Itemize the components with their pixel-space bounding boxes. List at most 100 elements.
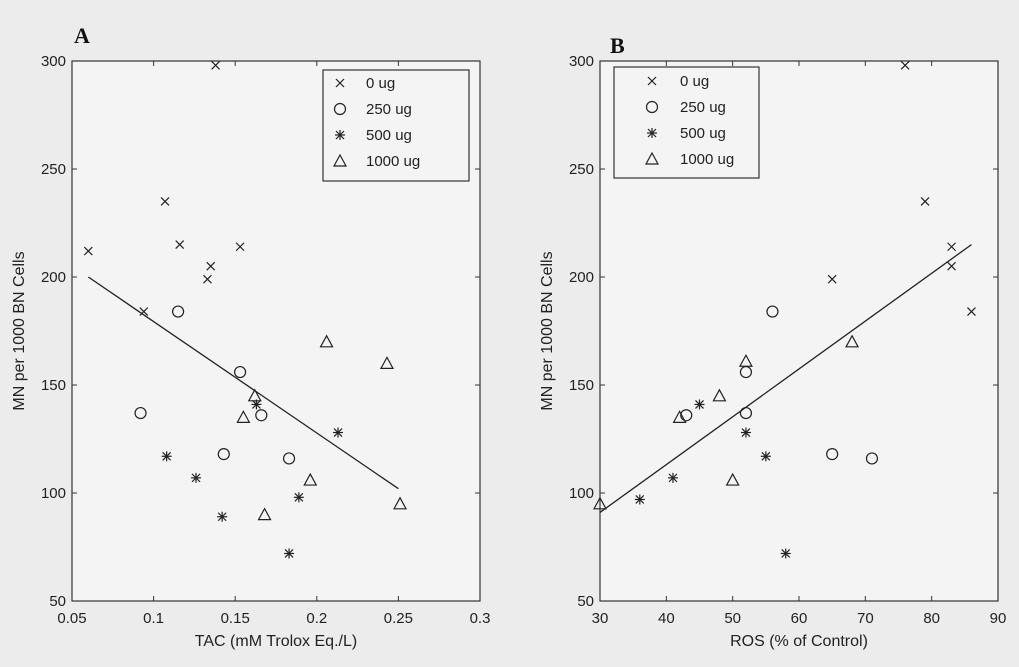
panel-a-point-triangle-shape	[379, 356, 394, 369]
panel-a-point-circle-shape	[217, 448, 230, 461]
panel-b-point-triangle	[725, 472, 740, 486]
panel-a-points	[83, 60, 408, 559]
panel-a-point-circle-shape	[282, 452, 296, 465]
panel-b-point-circle	[680, 409, 693, 422]
panel-b-point-circle	[865, 452, 879, 465]
panel-b-fit-line	[599, 244, 972, 513]
panel-a-point-x-stroke	[235, 242, 245, 252]
panel-a-point-x-stroke	[211, 60, 221, 70]
panel-b-point-star-stroke	[668, 473, 678, 483]
panel-b-point-star	[694, 399, 705, 410]
panel-b-y-tick-label: 100	[569, 485, 594, 502]
panel-b-point-circle-shape	[680, 409, 693, 422]
panel-a-legend-items: 0 ug 250 ug 500 ug 1000 ug	[332, 75, 420, 170]
panel-b-points	[592, 60, 976, 559]
panel-a-point-star-stroke	[294, 492, 304, 502]
panel-a-point-circle	[217, 448, 230, 461]
panel-a-y-tick-label: 200	[41, 269, 66, 286]
panel-b-point-triangle	[592, 496, 608, 510]
panel-a-point-star	[293, 492, 304, 503]
panel-a-legend-marker-x	[335, 78, 345, 88]
panel-b-point-x-stroke	[947, 242, 956, 252]
panel-b-letter: B	[610, 33, 625, 58]
panel-a-legend-label: 1000 ug	[366, 153, 420, 170]
panel-a-point-circle-shape	[134, 406, 147, 420]
panel-b-point-star	[780, 548, 791, 559]
panel-a-point-triangle	[247, 388, 262, 402]
panel-a-point-x-stroke	[83, 246, 93, 256]
panel-b-point-x	[920, 196, 930, 206]
panel-a-legend-marker-triangle-shape	[332, 153, 348, 167]
panel-a-x-axis-label: TAC (mM Trolox Eq./L)	[195, 633, 357, 650]
panel-a-point-x-stroke	[160, 196, 170, 206]
panel-a-point-triangle	[379, 356, 394, 369]
panel-b-point-triangle	[845, 334, 860, 348]
panel-a-legend-box	[322, 69, 470, 182]
panel-a-legend-marker-star-stroke	[335, 130, 345, 140]
panel-a-point-triangle	[236, 410, 251, 423]
panel-b-legend-label: 0 ug	[680, 73, 709, 90]
panel-a-point-star	[251, 399, 262, 410]
panel-a-point-triangle-shape	[247, 388, 262, 402]
panel-a-point-triangle	[257, 507, 272, 521]
panel-a-point-star-stroke	[251, 400, 261, 409]
panel-b: B ROS (% of Control) MN per 1000 BN Cell…	[539, 33, 1006, 650]
panel-b-point-triangle-shape	[672, 410, 687, 423]
panel-a-point-x	[203, 274, 212, 284]
panel-b-y-tick-label: 150	[569, 377, 594, 394]
panel-b-point-x	[900, 60, 910, 70]
panel-a-point-x	[211, 60, 221, 70]
panel-b-point-star	[740, 427, 751, 438]
panel-a-y-axis-label: MN per 1000 BN Cells	[11, 251, 28, 410]
panel-b-x-tick-label: 70	[857, 610, 874, 627]
panel-a-x-tick-label: 0.15	[221, 610, 250, 627]
panel-b-point-triangle-shape	[592, 496, 608, 510]
panel-b-x-axis-label: ROS (% of Control)	[730, 633, 868, 650]
panel-a-y-tick-label: 300	[41, 53, 66, 70]
panel-a-point-circle	[134, 406, 147, 420]
panel-b-legend-marker-triangle	[644, 151, 660, 165]
panel-b-point-circle	[826, 448, 839, 461]
panel-a-legend-label: 0 ug	[366, 75, 395, 92]
panel-a: A TAC (mM Trolox Eq./L) MN per 1000 BN C…	[11, 23, 490, 650]
panel-a-point-x	[175, 240, 185, 250]
panel-a-fit-line-group	[87, 276, 399, 490]
panel-a-point-circle-shape	[255, 409, 268, 422]
panel-b-legend-label: 500 ug	[680, 125, 726, 142]
panel-a-x-tick-label: 0.3	[470, 610, 491, 627]
panel-b-y-tick-label: 300	[569, 53, 594, 70]
panel-b-legend-marker-star	[647, 128, 657, 138]
panel-b-point-x-stroke	[900, 60, 910, 70]
panel-a-point-star	[161, 451, 172, 462]
panel-a-point-circle	[233, 365, 247, 379]
panel-b-point-triangle	[672, 410, 687, 423]
panel-b-point-star	[760, 451, 771, 462]
panel-a-point-x	[160, 196, 170, 206]
panel-a-legend-label: 250 ug	[366, 101, 412, 118]
panel-a-point-triangle	[303, 472, 318, 486]
panel-b-point-x-stroke	[827, 274, 837, 284]
panel-b-point-circle	[739, 406, 753, 420]
panel-b-point-circle-shape	[739, 406, 753, 420]
panel-b-point-star	[667, 472, 678, 483]
panel-b-x-tick-label: 60	[791, 610, 808, 627]
panel-a-legend-marker-triangle	[332, 153, 348, 167]
panel-b-point-circle-shape	[766, 305, 779, 318]
panel-b-point-x-stroke	[920, 196, 930, 206]
panel-a-point-circle-shape	[233, 365, 247, 379]
panel-b-point-triangle-shape	[725, 472, 740, 486]
panel-a-point-triangle	[319, 334, 334, 348]
panel-b-point-star-stroke	[761, 451, 771, 461]
panel-a-point-star	[191, 472, 202, 483]
panel-b-point-star-stroke	[741, 428, 751, 437]
panel-a-point-x-stroke	[203, 274, 212, 284]
panel-a-point-x	[83, 246, 93, 256]
panel-b-point-triangle-shape	[712, 388, 727, 402]
panel-a-point-x	[235, 242, 245, 252]
panel-b-fit-line-group	[599, 244, 972, 513]
panel-a-point-circle	[255, 409, 268, 422]
panel-a-point-triangle-shape	[303, 472, 318, 486]
panel-a-point-triangle	[393, 496, 408, 510]
panel-b-point-star-stroke	[635, 495, 645, 504]
